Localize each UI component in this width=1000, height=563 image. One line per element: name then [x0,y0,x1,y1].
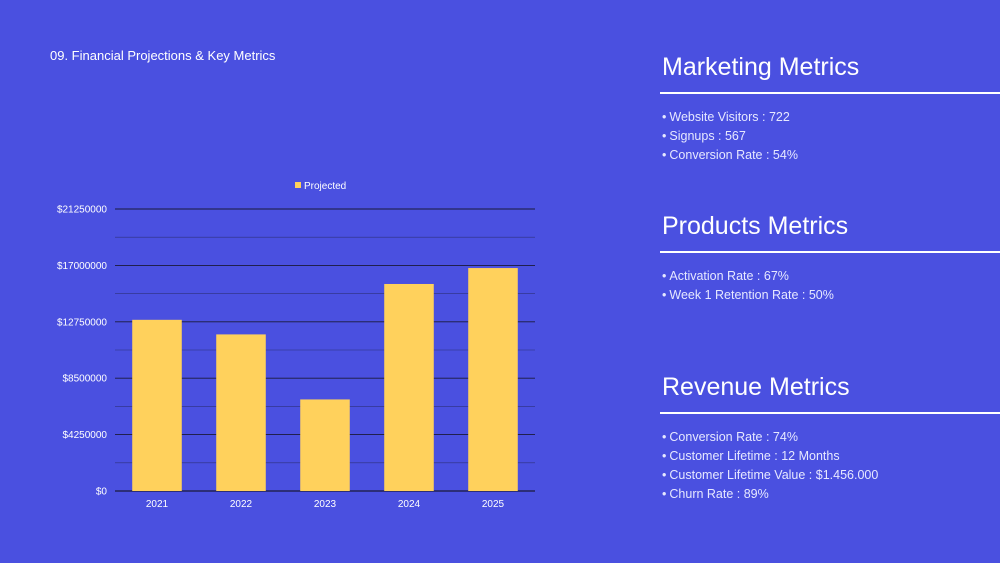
slide-title: 09. Financial Projections & Key Metrics [50,48,276,63]
chart-bars [132,268,518,491]
marketing-metrics-section: Marketing Metrics • Website Visitors : 72… [660,52,1000,165]
legend-swatch [295,182,301,188]
list-item: • Churn Rate : 89% [662,487,769,501]
legend-label: Projected [304,181,346,192]
chart-gridlines [115,208,535,492]
section-divider [660,251,1000,253]
y-tick-label: $0 [96,487,108,498]
bar-2024 [384,283,434,491]
chart-svg: $0 $4250000 $8500000 $12750000 $17000000 $212… [57,181,535,510]
y-tick-label: $12750000 [57,317,107,328]
products-metrics-list: • Activation Rate : 67% • Week 1 Retention… [660,267,1000,305]
revenue-metrics-title: Revenue Metrics [662,373,850,401]
list-item: • Customer Lifetime : 12 Months [662,449,840,463]
list-item: • Conversion Rate : 54% [662,148,798,162]
list-item: • Customer Lifetime Value : $1.456.000 [662,468,879,482]
y-axis-ticks: $0 $4250000 $8500000 $12750000 $17000000 $212… [57,205,107,498]
bar-2022 [216,334,266,491]
bar-2021 [132,319,182,491]
products-metrics-title: Products Metrics [662,212,849,240]
bar-2025 [468,268,518,491]
x-tick-label: 2022 [230,499,253,510]
list-item: • Signups : 567 [662,129,746,143]
x-tick-label: 2025 [482,499,505,510]
y-tick-label: $21250000 [57,205,107,216]
bar-2023 [300,399,350,491]
x-tick-label: 2024 [398,499,421,510]
marketing-metrics-list: • Website Visitors : 722 • Signups : 567 •… [660,108,1000,165]
revenue-metrics-section: Revenue Metrics • Conversion Rate : 74% •… [660,372,1000,504]
chart-legend: Projected [295,181,346,192]
section-divider [660,412,1000,414]
y-tick-label: $4250000 [63,430,108,441]
x-tick-label: 2021 [146,499,169,510]
marketing-metrics-title: Marketing Metrics [662,53,860,81]
list-item: • Website Visitors : 722 [662,110,790,124]
products-metrics-section: Products Metrics • Activation Rate : 67% … [660,211,1000,305]
section-divider [660,92,1000,94]
y-tick-label: $8500000 [63,374,108,385]
x-axis-ticks: 2021 2022 2023 2024 2025 [146,499,505,510]
x-tick-label: 2023 [314,499,337,510]
bar-chart: $0 $4250000 $8500000 $12750000 $17000000 $212… [40,175,560,520]
list-item: • Week 1 Retention Rate : 50% [662,288,834,302]
revenue-metrics-list: • Conversion Rate : 74% • Customer Lifetim… [660,428,1000,504]
list-item: • Activation Rate : 67% [662,269,789,283]
y-tick-label: $17000000 [57,261,107,272]
list-item: • Conversion Rate : 74% [662,430,798,444]
